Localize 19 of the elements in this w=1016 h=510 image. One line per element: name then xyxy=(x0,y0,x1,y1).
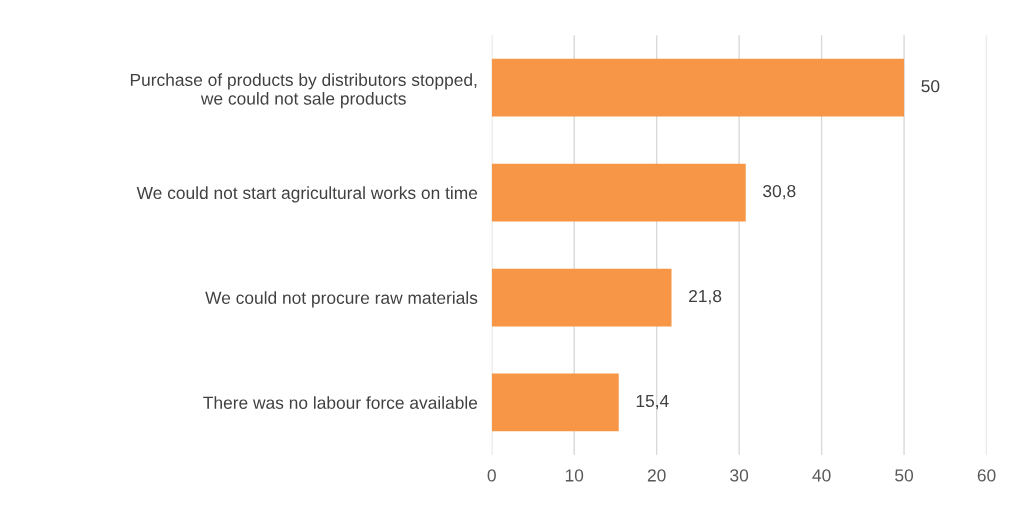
x-tick-label: 0 xyxy=(487,469,496,482)
x-tick-label: 30 xyxy=(730,469,749,482)
data-label: 50 xyxy=(921,80,940,93)
x-tick-label: 20 xyxy=(647,469,666,482)
x-tick-label: 60 xyxy=(977,469,996,482)
y-tick-label: We could not start agricultural works on time xyxy=(136,186,478,203)
x-tick-label: 40 xyxy=(812,469,831,482)
bar xyxy=(491,373,619,432)
data-label: 15,4 xyxy=(636,395,669,410)
y-tick-label: Purchase of products by distributors stopped, we could not sale products xyxy=(130,73,477,109)
y-tick-label: We could not procure raw materials xyxy=(205,291,478,308)
x-tick-label: 50 xyxy=(895,469,914,482)
bar xyxy=(491,163,746,222)
bar xyxy=(491,268,672,327)
y-tick-label: There was no labour force available xyxy=(203,396,478,409)
data-label: 30,8 xyxy=(763,184,796,200)
bar xyxy=(491,58,905,117)
x-tick-label: 10 xyxy=(565,469,584,482)
data-label: 21,8 xyxy=(689,289,722,305)
